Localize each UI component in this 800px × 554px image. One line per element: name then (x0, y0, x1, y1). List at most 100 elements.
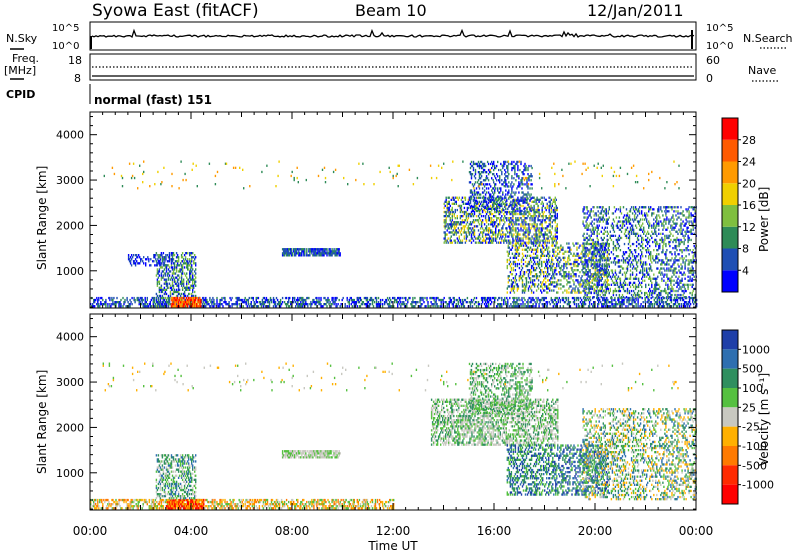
data-cell (527, 187, 528, 189)
data-cell (538, 303, 539, 305)
data-cell (200, 305, 201, 307)
data-cell (473, 227, 474, 229)
data-cell (445, 305, 446, 307)
data-cell (446, 221, 447, 223)
data-cell (465, 242, 466, 244)
data-cell (568, 297, 569, 299)
data-cell (535, 201, 536, 203)
data-cell (457, 209, 458, 211)
data-cell (560, 247, 561, 249)
data-cell (565, 251, 566, 253)
data-cell (583, 255, 584, 257)
data-cell (178, 256, 179, 258)
data-cell (523, 245, 524, 247)
data-cell (510, 217, 511, 219)
data-cell (593, 255, 594, 257)
data-cell (461, 223, 462, 225)
data-cell (288, 301, 289, 303)
data-cell (498, 233, 499, 235)
data-cell (508, 277, 509, 279)
data-cell (536, 197, 537, 199)
data-cell (552, 245, 553, 247)
data-cell (506, 227, 507, 229)
data-cell (107, 305, 108, 307)
data-cell (469, 204, 470, 206)
data-cell (485, 206, 486, 208)
data-cell (525, 165, 526, 167)
data-cell (164, 258, 165, 260)
data-cell (545, 275, 546, 277)
data-cell (526, 179, 527, 181)
data-cell (179, 277, 180, 279)
data-cell (571, 267, 572, 269)
data-cell (522, 237, 523, 239)
data-cell (604, 297, 605, 299)
data-cell (268, 299, 269, 301)
data-cell (551, 233, 552, 235)
data-cell (547, 251, 548, 253)
data-cell (553, 273, 554, 275)
data-cell (570, 285, 571, 287)
data-cell (645, 299, 646, 301)
data-cell (598, 297, 599, 299)
data-cell (607, 281, 608, 283)
data-cell (251, 303, 252, 305)
data-cell (586, 247, 587, 249)
data-cell (271, 299, 272, 301)
data-cell (182, 297, 183, 299)
data-cell (500, 189, 501, 191)
data-cell (661, 297, 662, 299)
data-cell (522, 281, 523, 283)
data-cell (513, 208, 514, 210)
data-cell (559, 251, 560, 253)
data-cell (492, 165, 493, 167)
data-cell (553, 305, 554, 307)
data-cell (591, 257, 592, 259)
data-cell (461, 199, 462, 201)
data-cell (168, 272, 169, 274)
data-cell (544, 283, 545, 285)
data-cell (169, 297, 170, 299)
data-cell (524, 227, 525, 229)
data-cell (529, 231, 530, 233)
data-cell (557, 227, 558, 229)
data-cell (524, 210, 525, 212)
data-cell (548, 259, 549, 261)
data-cell (510, 257, 511, 259)
data-cell (454, 199, 455, 201)
data-cell (579, 271, 580, 273)
data-cell (591, 208, 592, 210)
data-cell (187, 258, 188, 260)
data-cell (585, 288, 586, 290)
data-cell (446, 197, 447, 199)
data-cell (474, 235, 475, 237)
data-cell (531, 285, 532, 287)
data-cell (373, 305, 374, 307)
data-cell (500, 169, 501, 171)
data-cell (488, 163, 489, 165)
data-cell (586, 261, 587, 263)
data-cell (455, 209, 456, 211)
data-cell (479, 235, 480, 237)
data-cell (545, 263, 546, 265)
data-cell (529, 196, 530, 198)
data-cell (556, 199, 557, 201)
data-cell (536, 267, 537, 269)
data-cell (487, 299, 488, 301)
data-cell (499, 237, 500, 239)
data-cell (681, 305, 682, 307)
data-cell (141, 258, 142, 260)
data-cell (231, 297, 232, 299)
data-cell (574, 291, 575, 293)
data-cell (524, 163, 525, 165)
data-cell (510, 265, 511, 267)
data-cell (160, 264, 161, 266)
data-cell (184, 291, 185, 293)
data-cell (163, 297, 164, 299)
data-cell (499, 198, 500, 200)
data-cell (214, 303, 215, 305)
data-cell (528, 165, 529, 167)
data-cell (566, 242, 567, 244)
data-cell (680, 299, 681, 301)
data-cell (461, 205, 462, 207)
